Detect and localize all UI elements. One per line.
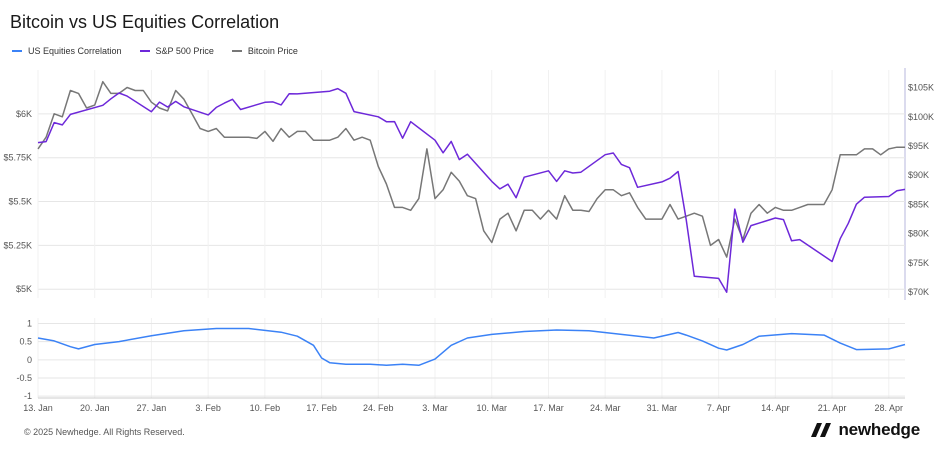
right-axis-tick: $90K <box>908 170 929 180</box>
right-axis-tick: $85K <box>908 199 929 209</box>
corr-axis-tick: 1 <box>27 318 32 328</box>
corr-axis-tick: 0.5 <box>19 337 32 347</box>
brand-name: newhedge <box>838 420 920 439</box>
newhedge-logo-icon <box>811 423 832 437</box>
right-axis-tick: $95K <box>908 141 929 151</box>
legend-swatch-spx <box>139 50 150 52</box>
left-axis-tick: $5K <box>16 284 32 294</box>
legend-item-btc[interactable]: Bitcoin Price <box>231 46 298 56</box>
x-axis-tick: 10. Feb <box>250 403 281 413</box>
legend-swatch-btc <box>231 50 242 52</box>
spx-price-line <box>37 87 906 293</box>
legend-swatch-corr <box>12 50 22 52</box>
copyright-footer: © 2025 Newhedge. All Rights Reserved. <box>24 427 185 437</box>
left-axis-tick: $6K <box>16 109 32 119</box>
right-axis-tick: $75K <box>908 258 929 268</box>
newhedge-logo[interactable]: newhedge <box>811 420 920 440</box>
legend: US Equities Correlation S&P 500 Price Bi… <box>12 46 298 56</box>
corr-axis-tick: -0.5 <box>16 373 32 383</box>
x-axis-tick: 10. Mar <box>476 403 507 413</box>
corr-axis-tick: 0 <box>27 355 32 365</box>
legend-label-corr: US Equities Correlation <box>28 46 122 56</box>
x-axis-tick: 31. Mar <box>647 403 678 413</box>
x-axis-tick: 3. Feb <box>195 403 221 413</box>
legend-item-corr[interactable]: US Equities Correlation <box>12 46 122 56</box>
corr-axis-tick: -1 <box>24 391 32 401</box>
x-axis-tick: 21. Apr <box>818 403 847 413</box>
correlation-line <box>37 327 906 367</box>
right-axis-tick: $105K <box>908 83 934 93</box>
x-axis-tick: 20. Jan <box>80 403 110 413</box>
right-axis-tick: $70K <box>908 287 929 297</box>
legend-label-btc: Bitcoin Price <box>247 46 298 56</box>
x-axis-tick: 27. Jan <box>137 403 167 413</box>
left-axis-tick: $5.5K <box>8 197 32 207</box>
left-axis-tick: $5.75K <box>3 153 32 163</box>
btc-price-line <box>37 80 905 258</box>
x-axis-tick: 7. Apr <box>707 403 731 413</box>
right-axis-tick: $100K <box>908 112 934 122</box>
x-axis-tick: 14. Apr <box>761 403 790 413</box>
x-axis-tick: 24. Feb <box>363 403 394 413</box>
right-axis-tick: $80K <box>908 229 929 239</box>
x-axis-tick: 17. Mar <box>533 403 564 413</box>
left-axis-tick: $5.25K <box>3 240 32 250</box>
x-axis-tick: 28. Apr <box>875 403 904 413</box>
x-axis-tick: 13. Jan <box>23 403 53 413</box>
legend-label-spx: S&P 500 Price <box>155 46 214 56</box>
legend-item-spx[interactable]: S&P 500 Price <box>139 46 214 56</box>
x-axis-tick: 24. Mar <box>590 403 621 413</box>
chart-title: Bitcoin vs US Equities Correlation <box>10 12 280 32</box>
x-axis-tick: 17. Feb <box>306 403 337 413</box>
x-axis-tick: 3. Mar <box>422 403 448 413</box>
